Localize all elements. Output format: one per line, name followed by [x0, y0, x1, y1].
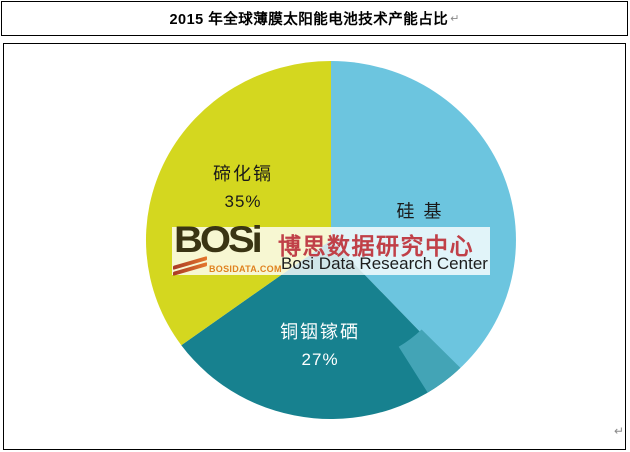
pie-label-pct-1: 27%: [301, 349, 339, 369]
watermark: BOSi BOSIDATA.COM 博思数据研究中心 Bosi Data Res…: [172, 220, 490, 276]
chart-title: 2015 年全球薄膜太阳能电池技术产能占比: [169, 12, 449, 28]
pie-label-2: 碲化镉 35%: [213, 161, 273, 215]
pie-label-name-2: 碲化镉: [213, 163, 274, 184]
bosi-logo: BOSi: [174, 220, 263, 261]
pie-slice-soft-edge: [398, 329, 461, 393]
watermark-cn-title: 博思数据研究中心: [278, 233, 474, 259]
bosidata-domain: BOSIDATA.COM: [209, 264, 282, 274]
watermark-en-title: Bosi Data Research Center: [281, 254, 488, 273]
return-mark-icon: ↵: [450, 13, 460, 25]
pie-slice-0: [331, 61, 516, 371]
pie-label-1: 铜铟镓硒 27%: [280, 319, 360, 373]
pie-slice-1: [181, 240, 458, 419]
pie-label-0: 硅 基: [397, 199, 444, 226]
bosi-logo-stripes-icon: [173, 256, 207, 276]
pie-label-pct-2: 35%: [224, 191, 262, 211]
pie-label-name-0: 硅 基: [396, 201, 444, 222]
pie-label-name-1: 铜铟镓硒: [280, 321, 361, 342]
return-mark-bottom-icon: ↵: [614, 424, 625, 438]
chart-title-box: 2015 年全球薄膜太阳能电池技术产能占比 ↵: [1, 1, 628, 36]
